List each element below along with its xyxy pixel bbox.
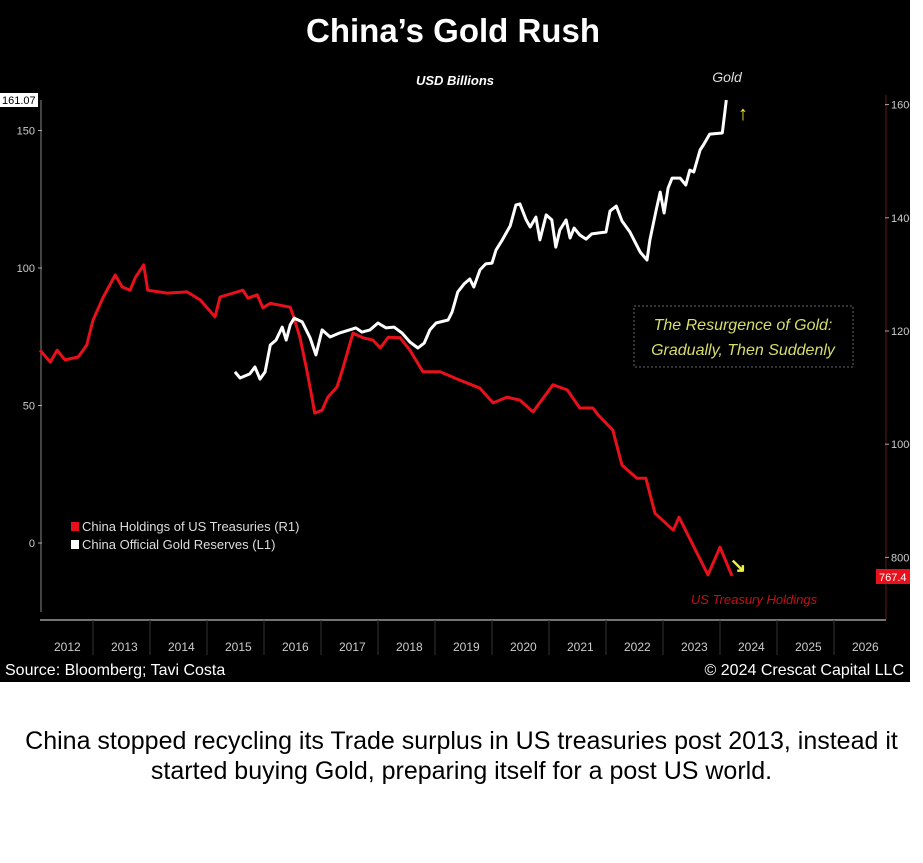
copyright-text: © 2024 Crescat Capital LLC: [705, 662, 904, 679]
x-tick-label: 2015: [225, 640, 252, 654]
gold-arrow: ↑: [738, 103, 748, 125]
annotation-line-2: Gradually, Then Suddenly: [651, 342, 836, 359]
right-tick-label: 1400: [891, 213, 910, 225]
gold-reserves-line: [233, 99, 728, 381]
x-tick-label: 2022: [624, 640, 651, 654]
x-tick-label: 2020: [510, 640, 537, 654]
chart-subtitle: USD Billions: [416, 73, 494, 88]
legend-label-treasuries: China Holdings of US Treasuries (R1): [82, 519, 299, 534]
x-tick-label: 2025: [795, 640, 822, 654]
left-last-value: 161.07: [2, 95, 36, 107]
source-text: Source: Bloomberg; Tavi Costa: [5, 662, 225, 679]
right-last-value-box: [876, 569, 910, 584]
annotation-line-1: The Resurgence of Gold:: [654, 317, 833, 334]
left-tick-label: 100: [17, 263, 35, 275]
x-tick-label: 2013: [111, 640, 138, 654]
legend: China Holdings of US Treasuries (R1) Chi…: [71, 519, 299, 552]
caption: China stopped recycling its Trade surplu…: [25, 727, 898, 785]
x-tick-label: 2019: [453, 640, 480, 654]
chart-svg: China’s Gold Rush USD Billions 2012 2013 2…: [0, 12, 915, 679]
treasury-label: US Treasury Holdings: [691, 592, 818, 607]
x-tick-label: 2021: [567, 640, 594, 654]
left-tick-label: 0: [29, 538, 35, 550]
legend-label-gold: China Official Gold Reserves (L1): [82, 537, 275, 552]
left-last-value-box: [0, 93, 38, 107]
x-tick-label: 2017: [339, 640, 366, 654]
right-tick-label: 800: [891, 552, 909, 564]
treasuries-line: [38, 263, 734, 577]
left-tick-label: 50: [23, 401, 35, 413]
x-tick-label: 2026: [852, 640, 879, 654]
legend-swatch-gold: [71, 540, 79, 549]
left-tick-label: 150: [17, 126, 35, 138]
right-tick-label: 1600: [891, 100, 910, 112]
chart: China’s Gold Rush USD Billions 2012 2013 2…: [0, 0, 915, 682]
right-tick-label: 1200: [891, 326, 910, 338]
annotation-box: [633, 305, 854, 368]
x-tick-label: 2018: [396, 640, 423, 654]
right-last-value: 767.4: [879, 572, 907, 584]
x-tick-label: 2016: [282, 640, 309, 654]
x-tick-label: 2014: [168, 640, 195, 654]
x-tick-label: 2024: [738, 640, 765, 654]
x-tick-label: 2023: [681, 640, 708, 654]
x-tick-label: 2012: [54, 640, 81, 654]
treasury-arrow: ↘: [730, 555, 747, 577]
chart-title: China’s Gold Rush: [306, 12, 600, 49]
gold-label: Gold: [712, 69, 743, 85]
right-tick-label: 1000: [891, 439, 910, 451]
legend-swatch-treasuries: [71, 522, 79, 531]
